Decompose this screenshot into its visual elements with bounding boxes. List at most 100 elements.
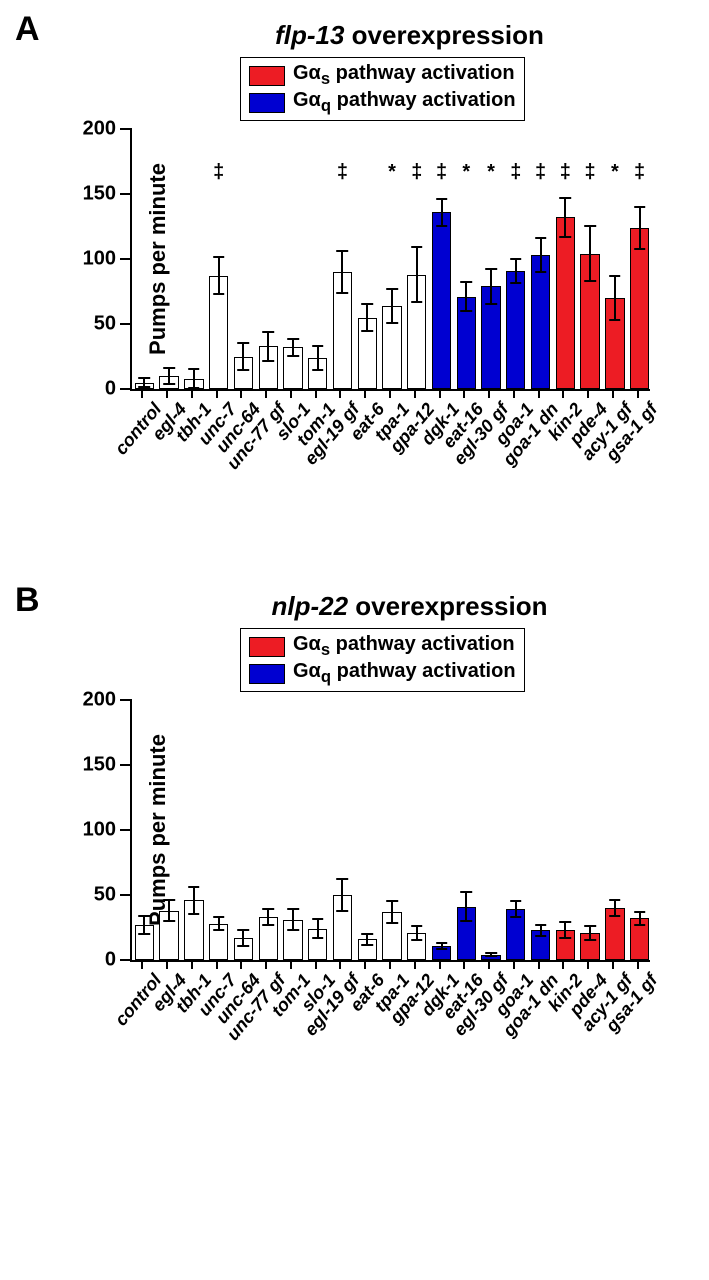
bar-wrap: ‡ bbox=[580, 129, 599, 389]
x-tick bbox=[488, 962, 490, 969]
x-tick bbox=[141, 391, 143, 398]
x-tick bbox=[364, 962, 366, 969]
error-cap bbox=[188, 886, 200, 888]
legend-item: Gαs pathway activation bbox=[249, 633, 516, 660]
error-bar bbox=[292, 908, 294, 931]
legend-swatch bbox=[249, 637, 285, 657]
error-cap bbox=[560, 937, 572, 939]
error-cap bbox=[287, 929, 299, 931]
y-tick-label: 200 bbox=[83, 118, 116, 141]
error-cap bbox=[584, 280, 596, 282]
bar-wrap bbox=[432, 700, 451, 960]
bar-wrap bbox=[531, 700, 550, 960]
significance-marker: ‡ bbox=[213, 161, 224, 184]
y-tick bbox=[120, 764, 132, 766]
error-cap bbox=[411, 246, 423, 248]
x-tick bbox=[389, 962, 391, 969]
chart-title: nlp-22 overexpression bbox=[130, 591, 689, 622]
error-bar bbox=[341, 878, 343, 912]
error-bar bbox=[391, 288, 393, 324]
x-tick bbox=[364, 391, 366, 398]
figure: Aflp-13 overexpressionGαs pathway activa… bbox=[20, 20, 689, 1082]
error-cap bbox=[188, 368, 200, 370]
error-cap bbox=[510, 282, 522, 284]
error-cap bbox=[386, 288, 398, 290]
significance-marker: ‡ bbox=[436, 161, 447, 184]
y-tick bbox=[120, 258, 132, 260]
bar-wrap bbox=[556, 700, 575, 960]
error-bar bbox=[193, 886, 195, 915]
significance-marker: ‡ bbox=[535, 161, 546, 184]
bar-wrap bbox=[308, 700, 327, 960]
legend: Gαs pathway activationGαq pathway activa… bbox=[240, 628, 525, 692]
error-cap bbox=[609, 319, 621, 321]
x-tick bbox=[240, 962, 242, 969]
y-tick bbox=[120, 388, 132, 390]
bar-wrap bbox=[333, 700, 352, 960]
x-tick bbox=[339, 391, 341, 398]
error-cap bbox=[262, 924, 274, 926]
significance-marker: ‡ bbox=[510, 161, 521, 184]
x-tick bbox=[612, 391, 614, 398]
x-tick bbox=[191, 962, 193, 969]
bar-wrap bbox=[159, 700, 178, 960]
x-tick bbox=[141, 962, 143, 969]
panel-label: A bbox=[15, 10, 40, 49]
x-tick bbox=[265, 962, 267, 969]
error-cap bbox=[609, 915, 621, 917]
x-tick bbox=[290, 962, 292, 969]
bar-wrap: ‡ bbox=[407, 129, 426, 389]
error-cap bbox=[262, 908, 274, 910]
error-bar bbox=[193, 368, 195, 389]
x-tick bbox=[414, 391, 416, 398]
error-bar bbox=[515, 258, 517, 284]
x-labels: controlegl-4tbh-1unc-7unc-64unc-77 gfslo… bbox=[130, 391, 650, 511]
error-cap bbox=[188, 387, 200, 389]
chart-title: flp-13 overexpression bbox=[130, 20, 689, 51]
significance-marker: * bbox=[388, 161, 396, 184]
error-cap bbox=[188, 913, 200, 915]
bar-wrap bbox=[457, 700, 476, 960]
error-cap bbox=[213, 916, 225, 918]
x-tick bbox=[191, 391, 193, 398]
panel-a: Aflp-13 overexpressionGαs pathway activa… bbox=[20, 20, 689, 511]
bar bbox=[432, 212, 451, 389]
error-bar bbox=[540, 237, 542, 273]
bar-wrap bbox=[135, 700, 154, 960]
x-tick bbox=[612, 962, 614, 969]
error-bar bbox=[218, 256, 220, 295]
panel-b: Bnlp-22 overexpressionGαs pathway activa… bbox=[20, 591, 689, 1082]
error-bar bbox=[564, 197, 566, 239]
error-cap bbox=[436, 225, 448, 227]
bar-wrap bbox=[580, 700, 599, 960]
error-cap bbox=[560, 236, 572, 238]
error-cap bbox=[337, 250, 349, 252]
error-cap bbox=[139, 386, 151, 388]
x-tick bbox=[166, 391, 168, 398]
bar-wrap bbox=[234, 129, 253, 389]
x-tick bbox=[513, 391, 515, 398]
error-cap bbox=[337, 878, 349, 880]
bar-wrap bbox=[283, 700, 302, 960]
error-bar bbox=[391, 900, 393, 923]
legend-item: Gαq pathway activation bbox=[249, 660, 516, 687]
y-tick-label: 100 bbox=[83, 248, 116, 271]
x-tick bbox=[463, 962, 465, 969]
y-tick-label: 150 bbox=[83, 183, 116, 206]
error-cap bbox=[535, 935, 547, 937]
error-cap bbox=[337, 910, 349, 912]
error-bar bbox=[589, 225, 591, 282]
bar-wrap bbox=[382, 700, 401, 960]
x-tick bbox=[538, 391, 540, 398]
legend-item: Gαq pathway activation bbox=[249, 89, 516, 116]
error-cap bbox=[238, 945, 250, 947]
error-cap bbox=[460, 281, 472, 283]
error-bar bbox=[416, 246, 418, 303]
error-bar bbox=[317, 345, 319, 371]
error-cap bbox=[436, 198, 448, 200]
error-cap bbox=[560, 197, 572, 199]
error-cap bbox=[312, 345, 324, 347]
error-cap bbox=[535, 237, 547, 239]
bar-wrap bbox=[605, 700, 624, 960]
error-bar bbox=[168, 899, 170, 922]
